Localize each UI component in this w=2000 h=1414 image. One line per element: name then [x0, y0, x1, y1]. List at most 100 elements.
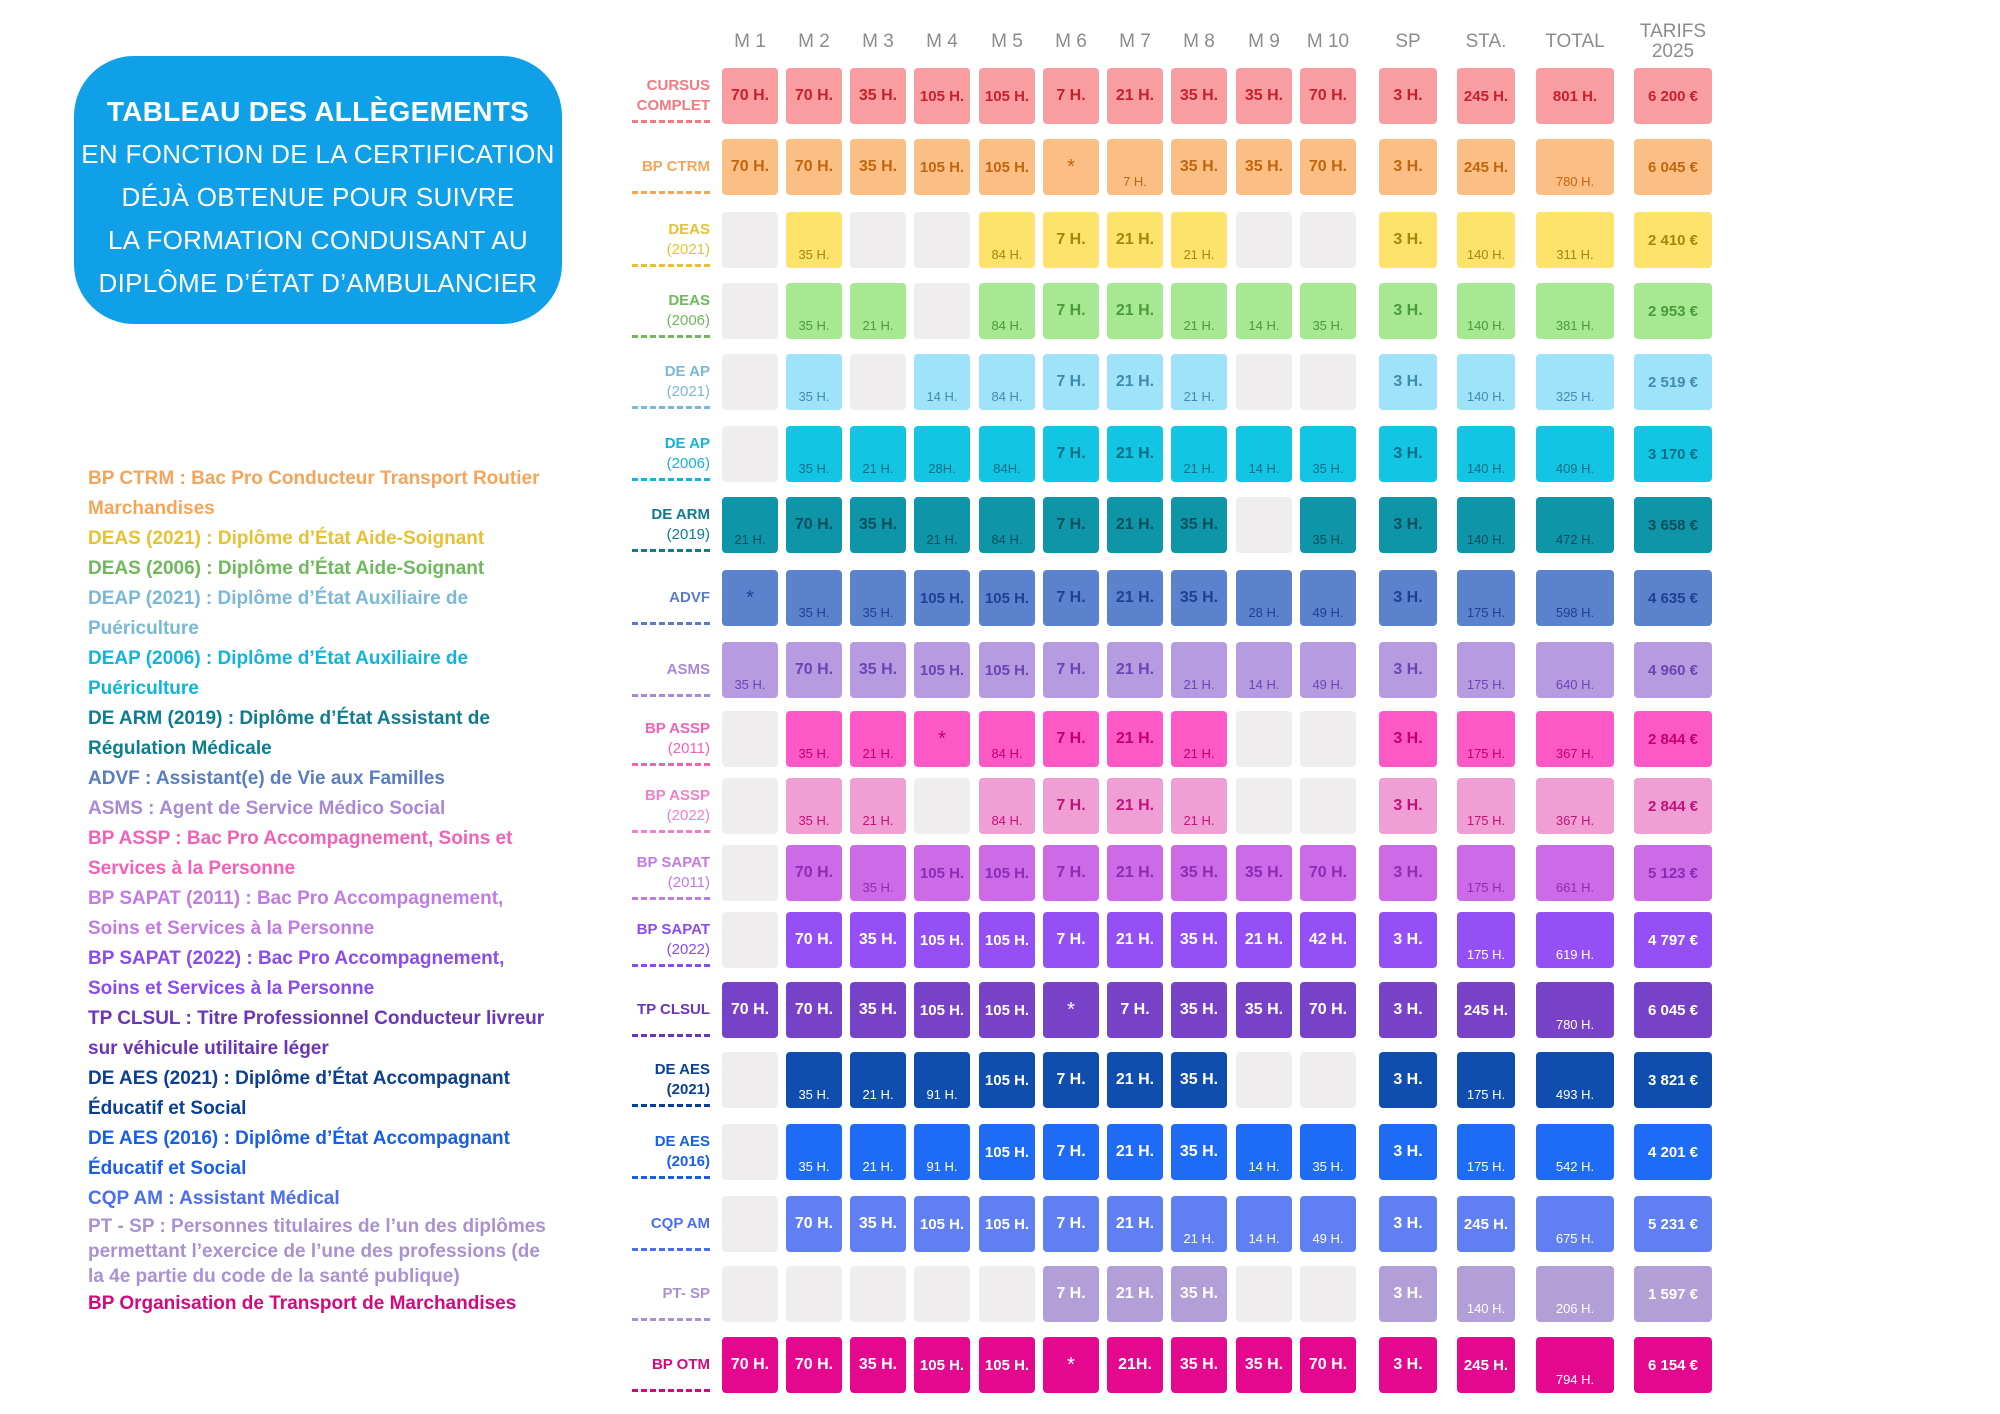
hours-cell: 14 H.: [1236, 1124, 1292, 1180]
title-line-3: DÉJÀ OBTENUE POUR SUIVRE: [121, 182, 515, 212]
hours-cell: 3 H.: [1379, 570, 1437, 626]
hours-cell: 3 H.: [1379, 1052, 1437, 1108]
row-label: ASMS: [667, 660, 710, 680]
hours-cell: 35 H.: [786, 283, 842, 339]
hours-cell: 49 H.: [1300, 1196, 1356, 1252]
hours-cell: 35 H.: [1171, 68, 1227, 124]
legend-line: DEAS (2006) : Diplôme d’État Aide-Soigna…: [88, 558, 485, 579]
hours-cell: 21 H.: [1107, 68, 1163, 124]
hours-cell: 7 H.: [1043, 570, 1099, 626]
legend-line: BP Organisation de Transport de Marchand…: [88, 1293, 517, 1314]
hours-cell: 35 H.: [1300, 1124, 1356, 1180]
hours-cell: 105 H.: [979, 570, 1035, 626]
hours-cell: 70 H.: [1300, 845, 1356, 901]
hours-cell: 7 H.: [1043, 778, 1099, 834]
total-cell: 619 H.: [1536, 912, 1614, 968]
row-label-name: ADVF: [669, 589, 710, 606]
hours-cell: 21 H.: [1107, 354, 1163, 410]
title-banner: TABLEAU DES ALLÈGEMENTS EN FONCTION DE L…: [74, 56, 562, 324]
row-label: BP SAPAT (2022): [637, 920, 710, 960]
legend-line: PT - SP : Personnes titulaires de l’un d…: [88, 1216, 546, 1237]
hours-cell: 21 H.: [1171, 212, 1227, 268]
tarif-cell: 4 201 €: [1634, 1124, 1712, 1180]
hours-cell: 7 H.: [1043, 426, 1099, 482]
empty-cell: [1236, 1052, 1292, 1108]
legend-line: Éducatif et Social: [88, 1158, 247, 1179]
hours-cell: 28H.: [914, 426, 970, 482]
hours-cell: 21 H.: [1171, 711, 1227, 767]
hours-cell: 105 H.: [914, 642, 970, 698]
title-line-2: EN FONCTION DE LA CERTIFICATION: [81, 139, 555, 169]
row-dash-underline: [632, 549, 710, 552]
empty-cell: [850, 212, 906, 268]
column-header: SP: [1395, 31, 1421, 52]
hours-cell: 21 H.: [850, 778, 906, 834]
hours-cell: 84 H.: [979, 497, 1035, 553]
tarif-cell: 6 200 €: [1634, 68, 1712, 124]
hours-cell: 35 H.: [1236, 982, 1292, 1038]
hours-cell: 21 H.: [1107, 642, 1163, 698]
hours-cell: 49 H.: [1300, 570, 1356, 626]
legend-line: BP CTRM : Bac Pro Conducteur Transport R…: [88, 468, 540, 489]
legend-line: la 4e partie du code de la santé publiqu…: [88, 1266, 460, 1287]
hours-cell: 21 H.: [1171, 283, 1227, 339]
hours-cell: 70 H.: [1300, 1337, 1356, 1393]
hours-cell: 70 H.: [1300, 139, 1356, 195]
hours-cell: 105 H.: [914, 1337, 970, 1393]
legend-line: BP SAPAT (2022) : Bac Pro Accompagnement…: [88, 948, 505, 969]
hours-cell: 21 H.: [1107, 778, 1163, 834]
row-label: DEAS (2006): [667, 291, 710, 331]
empty-cell: [1236, 354, 1292, 410]
hours-cell: 7 H.: [1043, 68, 1099, 124]
empty-cell: [1300, 1266, 1356, 1322]
hours-cell: 70 H.: [786, 982, 842, 1038]
hours-cell: 35 H.: [1236, 139, 1292, 195]
hours-cell: 3 H.: [1379, 642, 1437, 698]
tarif-cell: 1 597 €: [1634, 1266, 1712, 1322]
hours-cell: 70 H.: [722, 68, 778, 124]
total-cell: 206 H.: [1536, 1266, 1614, 1322]
row-label: DE AES (2016): [655, 1132, 710, 1172]
hours-cell: 105 H.: [914, 982, 970, 1038]
hours-cell: 105 H.: [979, 68, 1035, 124]
row-label-sub: (2011): [667, 740, 710, 757]
row-label: DE ARM (2019): [651, 505, 710, 545]
hours-cell: 70 H.: [786, 1196, 842, 1252]
hours-cell: 35 H.: [786, 711, 842, 767]
hours-cell: 35 H.: [1171, 570, 1227, 626]
empty-cell: [722, 1124, 778, 1180]
row-dash-underline: [632, 897, 710, 900]
hours-cell: 3 H.: [1379, 1196, 1437, 1252]
row-label: BP ASSP (2022): [645, 786, 710, 826]
hours-cell: 245 H.: [1457, 68, 1515, 124]
hours-cell: 35 H.: [1236, 845, 1292, 901]
tarif-cell: 4 635 €: [1634, 570, 1712, 626]
hours-cell: 21 H.: [1107, 283, 1163, 339]
hours-cell: 21 H.: [850, 711, 906, 767]
empty-cell: [1236, 778, 1292, 834]
hours-cell: 21 H.: [722, 497, 778, 553]
hours-cell: 21 H.: [1107, 570, 1163, 626]
hours-cell: 35 H.: [850, 1196, 906, 1252]
hours-cell: 35 H.: [1171, 982, 1227, 1038]
hours-cell: 21 H.: [1107, 711, 1163, 767]
column-header: M 1: [734, 31, 766, 52]
row-label-name: DE AP: [664, 435, 710, 452]
hours-cell: 35 H.: [850, 570, 906, 626]
hours-cell: 21H.: [1107, 1337, 1163, 1393]
empty-cell: [1236, 497, 1292, 553]
legend-line: Marchandises: [88, 498, 215, 519]
row-label-name: BP ASSP: [644, 787, 710, 804]
hours-cell: 84 H.: [979, 354, 1035, 410]
empty-cell: [1300, 778, 1356, 834]
tarif-cell: 2 844 €: [1634, 778, 1712, 834]
row-label-name: CQP AM: [650, 1215, 710, 1232]
tarif-cell: 6 154 €: [1634, 1337, 1712, 1393]
column-header: M 3: [862, 31, 894, 52]
row-dash-underline: [632, 1318, 710, 1321]
legend-line: BP SAPAT (2011) : Bac Pro Accompagnement…: [88, 888, 504, 909]
hours-cell: 105 H.: [979, 1337, 1035, 1393]
hours-cell: 70 H.: [786, 139, 842, 195]
empty-cell: [786, 1266, 842, 1322]
hours-cell: 3 H.: [1379, 778, 1437, 834]
